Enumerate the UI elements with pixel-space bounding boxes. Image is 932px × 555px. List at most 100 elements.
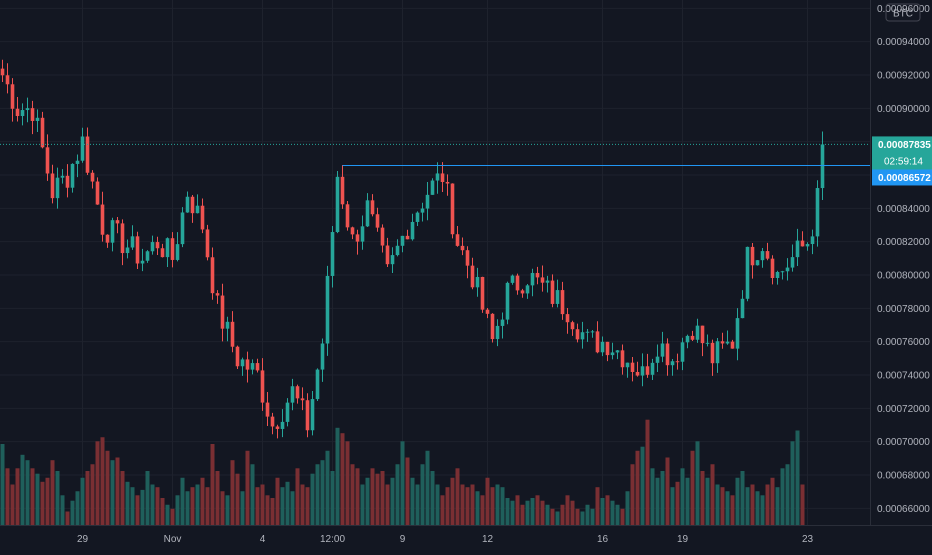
volume-bar [245,450,250,525]
alert-line-value: 0.00086572 [878,173,931,184]
volume-bar [395,464,400,525]
volume-bar [120,471,125,525]
candle [420,202,425,222]
candle [520,288,525,298]
candle [325,265,330,356]
volume-bar [115,457,120,525]
candle [760,248,765,268]
volume-bar [360,484,365,525]
candle [665,338,670,376]
candle [810,229,815,255]
candle [75,154,80,178]
candle-body [45,147,50,174]
currency-badge[interactable]: BTC [885,3,921,22]
candle-body [550,280,555,304]
candle-body [185,196,190,213]
candle [260,358,265,411]
price-tick-label: 0.00090000 [877,104,930,115]
candle-body [575,329,580,340]
candle-body [605,341,610,356]
candle-body [380,227,385,246]
candle [170,232,175,268]
candle-body [160,248,165,258]
candle-body [675,361,680,363]
volume-bar [235,473,240,525]
candle [330,226,335,288]
volume-bar [445,487,450,525]
candle [510,274,515,285]
candle [770,255,775,285]
candle-body [290,386,295,403]
candle-body [315,369,320,400]
candle [225,316,230,342]
candle [670,358,675,376]
candle [380,224,385,253]
time-tick-label: 4 [260,534,266,545]
candle-body [70,163,75,188]
candle-body [5,75,10,85]
volume-bar [545,504,550,525]
candle-body [670,361,675,366]
candle-body [800,240,805,247]
candle-body [250,363,255,370]
candle-body [755,260,760,266]
candle [495,319,500,347]
candle-body [135,236,140,264]
currency-badge-text: BTC [893,9,913,20]
volume-bar [315,464,320,525]
time-tick-label: 16 [597,534,609,545]
volume-bar [65,511,70,525]
volume-bar [90,464,95,525]
candle [20,103,25,126]
candle-body [415,212,420,222]
candle [640,353,645,387]
candle-body [465,250,470,266]
candle [370,194,375,217]
price-axis[interactable]: 0.00066000 0.00068000 0.00070000 0.00072000… [870,0,931,525]
candle [240,357,245,376]
candle [30,100,35,135]
volume-bar [780,468,785,525]
candle-body [515,275,520,291]
candle-body [615,350,620,353]
candle-body [40,117,45,148]
candle [295,384,300,404]
volume-bar [135,495,140,525]
volume-bar [655,477,660,525]
candle [265,392,270,427]
volume-bar [240,491,245,525]
candle [735,308,740,361]
volume-bar [755,491,760,525]
candle [645,353,650,378]
candle [275,424,280,439]
candle-body [425,194,430,209]
candle-body [815,188,820,237]
candle-body [630,362,635,372]
time-axis[interactable]: 29 Nov 4 12:00 9 12 16 19 23 [0,525,932,546]
time-tick-label: 19 [677,534,689,545]
candle-body [300,398,305,401]
volume-bar [5,468,10,525]
candle [445,174,450,196]
candle [300,387,305,411]
candle [185,191,190,213]
candle-body [540,277,545,283]
candle [745,246,750,302]
volume-bar [670,487,675,525]
candle-body [600,341,605,353]
candle [385,237,390,268]
candle [705,334,710,347]
volume-bar [110,460,115,525]
alert-line-label[interactable]: 0.00086572 [872,169,932,186]
candle-body [225,321,230,329]
volume-bar [325,450,330,525]
volume-bar [255,487,260,525]
volume-bar [85,471,90,525]
candle [775,270,780,285]
volume-bar [300,484,305,525]
volume-bar [620,508,625,525]
candle [480,276,485,313]
candle-body [765,251,770,259]
